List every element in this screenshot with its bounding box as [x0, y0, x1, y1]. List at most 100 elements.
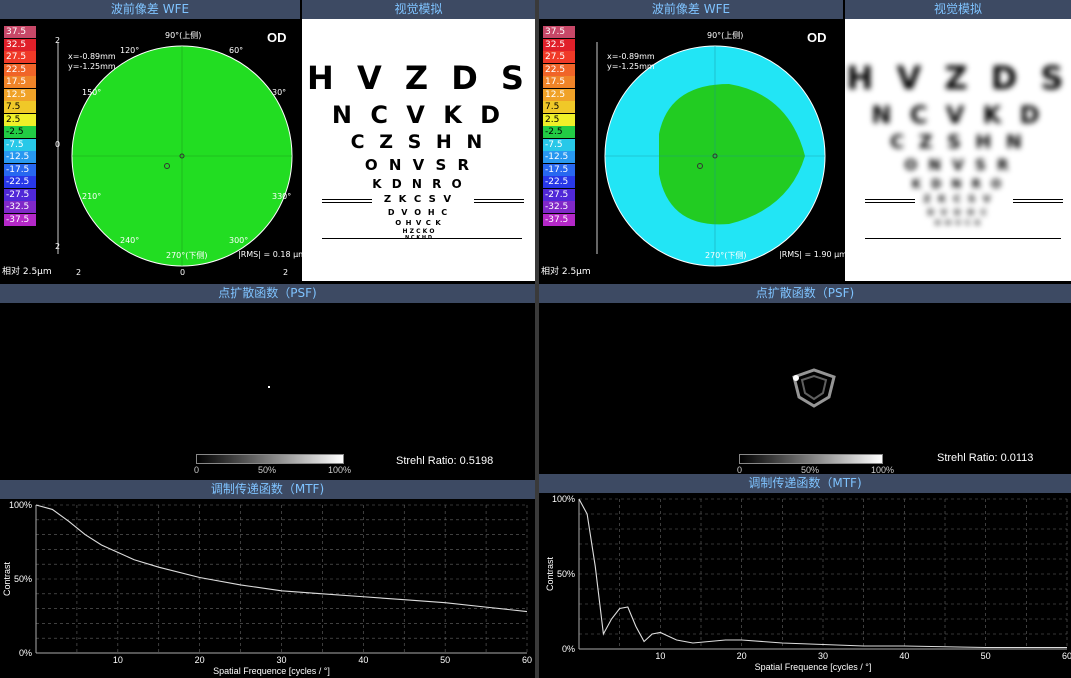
angle-top-label: 90°(上侧) — [165, 31, 202, 40]
mtf-x-tick: 10 — [655, 651, 665, 661]
x-tick-left: 2 — [76, 268, 82, 277]
colorbar-cell: 2.5 — [4, 113, 36, 126]
mtf-y-tick: 100% — [9, 500, 32, 510]
colorbar-cell: -37.5 — [543, 213, 575, 226]
angle-30-label: 30° — [272, 88, 287, 97]
mtf-header: 调制传递函数（MTF) — [539, 474, 1071, 493]
colorbar-cell: 7.5 — [4, 101, 36, 113]
psf-header: 点扩散函数（PSF) — [0, 284, 535, 303]
relative-scale-label: 相对 2.5µm — [2, 267, 52, 277]
colorbar-cell: -32.5 — [543, 201, 575, 213]
mtf-x-tick: 50 — [981, 651, 991, 661]
colorbar-cell: -12.5 — [4, 151, 36, 163]
colorbar-cell: -17.5 — [543, 163, 575, 176]
mtf-x-tick: 60 — [1062, 651, 1071, 661]
colorbar-cell: -22.5 — [543, 176, 575, 188]
colorbar-cell: 22.5 — [543, 63, 575, 76]
colorbar-cell: 27.5 — [543, 51, 575, 63]
colorbar-cell: 32.5 — [543, 38, 575, 51]
mtf-x-tick: 50 — [440, 655, 450, 665]
strehl-ratio: Strehl Ratio: 0.0113 — [937, 452, 1034, 464]
psf-scale-100: 100% — [871, 465, 895, 475]
mtf-x-label: Spatial Frequence [cycles / °] — [213, 666, 330, 676]
mtf-x-tick: 40 — [899, 651, 909, 661]
mtf-y-tick: 100% — [552, 494, 575, 504]
chart-row: K D N R O — [372, 177, 465, 191]
colorbar-cell: 32.5 — [4, 38, 36, 51]
psf-scale-100: 100% — [328, 465, 352, 475]
wfe-colorbar: 37.5 32.5 27.5 22.5 17.5 12.5 7.5 2.5 -2.5 -7.5 -1… — [543, 26, 577, 256]
visual-simulation-chart: H V Z D S N C V K D C Z S H N O N V S R … — [302, 19, 535, 281]
psf-intensity-scale — [739, 454, 883, 464]
mtf-header: 调制传递函数（MTF) — [0, 480, 535, 499]
wfe-header: 波前像差 WFE — [539, 0, 843, 19]
colorbar-cell: -27.5 — [543, 188, 575, 201]
y-tick-top: 2 — [55, 36, 61, 45]
chart-row: H V Z D S — [846, 59, 1070, 97]
mtf-curve — [35, 504, 528, 613]
relative-scale-label: 相对 2.5µm — [541, 267, 591, 277]
colorbar-cell: 22.5 — [4, 63, 36, 76]
mtf-x-tick: 30 — [818, 651, 828, 661]
coord-y: y=-1.25mm — [607, 62, 655, 71]
chart-row: Z K C S V — [383, 194, 454, 205]
colorbar-cell: 27.5 — [4, 51, 36, 63]
strehl-ratio: Strehl Ratio: 0.5198 — [396, 455, 494, 467]
mtf-x-tick: 40 — [358, 655, 368, 665]
mtf-y-label: Contrast — [545, 556, 555, 591]
psf-scale-0: 0 — [737, 465, 743, 475]
eye-label-od: OD — [267, 30, 287, 45]
angle-bottom-label: 270°(下侧) — [166, 251, 208, 260]
psf-spot — [268, 386, 270, 388]
colorbar-cell: -32.5 — [4, 201, 36, 213]
mtf-y-tick: 0% — [19, 648, 32, 658]
chart-row: C Z S H N — [350, 131, 487, 153]
psf-scale-50: 50% — [801, 465, 820, 475]
colorbar-cell: 37.5 — [543, 26, 575, 38]
visual-simulation-chart: H V Z D S N C V K D C Z S H N O N V S R … — [845, 19, 1071, 281]
rms-value: |RMS| = 0.18 µm — [238, 250, 306, 259]
mtf-y-label: Contrast — [2, 561, 12, 596]
colorbar-cell: -7.5 — [543, 138, 575, 151]
colorbar-cell: -12.5 — [543, 151, 575, 163]
mtf-x-tick: 20 — [195, 655, 205, 665]
angle-240-label: 240° — [120, 236, 140, 245]
chart-row: O H V C K — [395, 219, 442, 227]
colorbar-cell: -7.5 — [4, 138, 36, 151]
mtf-y-tick: 50% — [557, 569, 575, 579]
chart-row: O N V S R — [904, 156, 1012, 174]
y-tick-bottom: 2 — [55, 242, 61, 251]
angle-60-label: 60° — [229, 46, 244, 55]
wavefront-map — [589, 24, 845, 280]
eye-label-od: OD — [807, 30, 827, 45]
chart-row: O N V S R — [364, 156, 473, 174]
mtf-y-tick: 50% — [14, 574, 32, 584]
colorbar-cell: 12.5 — [543, 88, 575, 101]
wfe-colorbar: 37.5 32.5 27.5 22.5 17.5 12.5 7.5 2.5 -2.5 -7.5 -1… — [4, 26, 38, 256]
chart-row: D V O H C — [387, 208, 450, 217]
mtf-x-label: Spatial Frequence [cycles / °] — [755, 662, 872, 672]
psf-header: 点扩散函数（PSF) — [539, 284, 1071, 303]
mtf-chart: 100% 50% 0% 10 20 30 40 50 60 Spatial Frequence [… — [2, 500, 532, 676]
mtf-x-tick: 30 — [276, 655, 286, 665]
angle-300-label: 300° — [229, 236, 249, 245]
coord-y: y=-1.25mm — [68, 62, 116, 71]
angle-210-label: 210° — [82, 192, 102, 201]
chart-row: Z K C S V — [923, 194, 993, 205]
colorbar-cell: 12.5 — [4, 88, 36, 101]
colorbar-cell: -27.5 — [4, 188, 36, 201]
x-tick-right: 2 — [283, 268, 289, 277]
left-eye-panel: 波前像差 WFE 视觉模拟 37.5 32.5 27.5 22.5 17.5 12.5 7.… — [0, 0, 535, 678]
chart-row: H Z C K O — [402, 228, 435, 235]
angle-bottom-label: 270°(下侧) — [705, 251, 747, 260]
colorbar-cell: -2.5 — [4, 126, 36, 138]
psf-intensity-scale — [196, 454, 344, 464]
wavefront-map — [50, 24, 300, 280]
colorbar-cell: 7.5 — [543, 101, 575, 113]
angle-150-label: 150° — [82, 88, 102, 97]
chart-row: N C V K D — [871, 101, 1045, 129]
mtf-x-tick: 60 — [522, 655, 532, 665]
psf-scale-0: 0 — [194, 465, 200, 475]
colorbar-cell: 37.5 — [4, 26, 36, 38]
coord-x: x=-0.89mm — [607, 52, 655, 61]
